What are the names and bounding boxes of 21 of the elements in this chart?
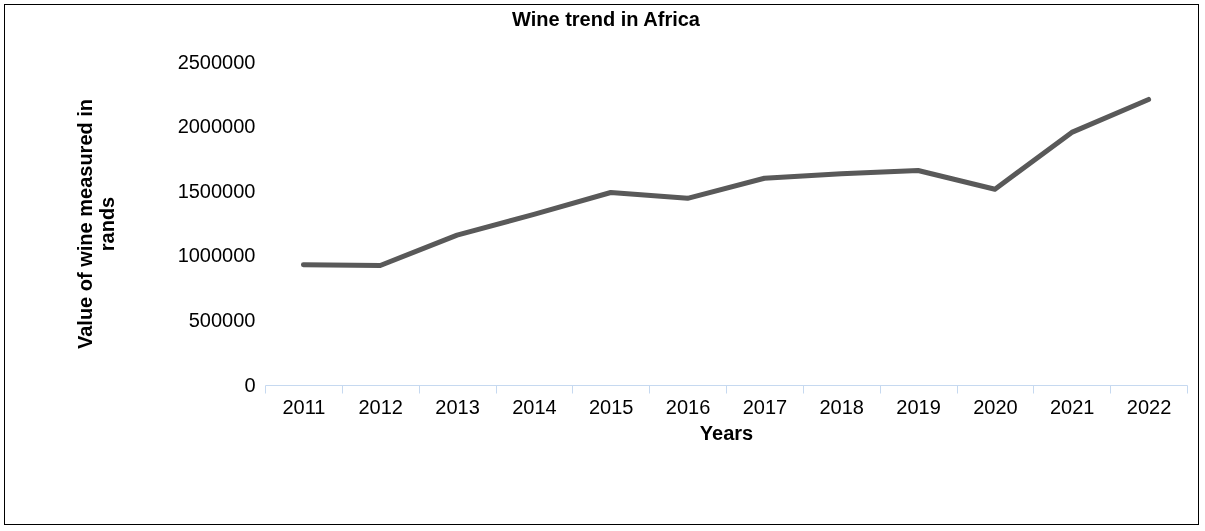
x-tick-label: 2016 — [665, 395, 711, 418]
y-axis-title: Value of wine measured in rands — [73, 98, 118, 350]
x-tick-label: 2014 — [512, 395, 557, 418]
x-tick-label: 2012 — [358, 395, 403, 418]
x-tick-label: 2022 — [1126, 395, 1172, 418]
x-tick-label: 2011 — [282, 395, 326, 418]
x-tick-label: 2018 — [819, 395, 864, 418]
y-tick-label: 2000000 — [177, 115, 256, 138]
y-tick-label: 500000 — [188, 308, 256, 331]
x-tick-label: 2021 — [1050, 395, 1095, 418]
y-tick-label: 2500000 — [177, 50, 256, 73]
x-axis-title: Years — [699, 421, 754, 444]
x-tick-label: 2013 — [435, 395, 480, 418]
x-tick-label: 2019 — [896, 395, 941, 418]
x-tick-label: 2017 — [742, 395, 788, 418]
y-tick-label: 0 — [244, 373, 256, 396]
y-tick-label: 1500000 — [177, 179, 256, 202]
y-tick-label: 1000000 — [177, 244, 256, 267]
chart-title: Wine trend in Africa — [512, 8, 701, 30]
x-tick-label: 2015 — [589, 395, 634, 418]
x-tick-label: 2020 — [973, 395, 1018, 418]
